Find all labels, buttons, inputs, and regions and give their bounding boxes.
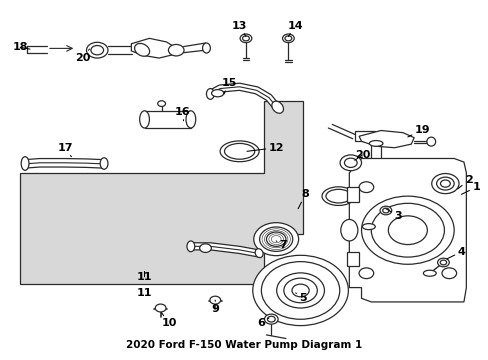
Circle shape <box>436 177 453 190</box>
Text: 13: 13 <box>231 21 247 37</box>
Bar <box>346 252 358 266</box>
Circle shape <box>168 44 183 56</box>
Circle shape <box>344 158 356 167</box>
Text: 11: 11 <box>137 288 152 298</box>
Text: 10: 10 <box>161 313 176 328</box>
Ellipse shape <box>340 220 357 241</box>
Text: 8: 8 <box>298 189 309 209</box>
Ellipse shape <box>423 270 435 276</box>
Text: 19: 19 <box>407 125 429 137</box>
Ellipse shape <box>140 111 149 128</box>
Ellipse shape <box>325 189 350 203</box>
Circle shape <box>283 278 317 303</box>
Circle shape <box>259 227 292 251</box>
Circle shape <box>252 255 347 325</box>
Ellipse shape <box>134 44 149 56</box>
Text: 16: 16 <box>174 107 190 121</box>
Circle shape <box>441 268 456 279</box>
Ellipse shape <box>224 143 254 159</box>
Circle shape <box>339 155 361 171</box>
Circle shape <box>379 206 391 215</box>
Circle shape <box>358 182 373 193</box>
Circle shape <box>91 45 103 55</box>
Ellipse shape <box>186 241 194 252</box>
Text: 17: 17 <box>57 143 73 157</box>
Text: 1: 1 <box>461 182 479 194</box>
Ellipse shape <box>185 111 195 128</box>
Ellipse shape <box>362 224 374 230</box>
Circle shape <box>431 174 458 194</box>
Ellipse shape <box>211 90 224 97</box>
Circle shape <box>240 34 251 42</box>
Circle shape <box>361 196 453 264</box>
Circle shape <box>276 273 324 308</box>
Circle shape <box>209 296 220 304</box>
Circle shape <box>440 180 449 187</box>
Circle shape <box>158 101 165 107</box>
Circle shape <box>291 284 308 297</box>
Circle shape <box>282 34 294 42</box>
Circle shape <box>441 182 456 193</box>
Polygon shape <box>131 39 176 58</box>
Circle shape <box>266 232 285 246</box>
Bar <box>346 187 358 202</box>
Text: 3: 3 <box>385 209 401 221</box>
Text: 11: 11 <box>137 271 152 282</box>
Text: 5: 5 <box>295 293 306 303</box>
Circle shape <box>370 203 444 257</box>
Ellipse shape <box>368 140 382 146</box>
Ellipse shape <box>206 89 214 99</box>
Ellipse shape <box>220 141 259 162</box>
Bar <box>354 131 374 141</box>
Circle shape <box>264 314 278 324</box>
Text: 9: 9 <box>211 300 219 314</box>
Circle shape <box>358 268 373 279</box>
Ellipse shape <box>271 101 283 113</box>
Text: 12: 12 <box>246 143 284 153</box>
Text: 14: 14 <box>287 21 303 37</box>
Circle shape <box>437 258 448 267</box>
Circle shape <box>199 244 211 252</box>
Ellipse shape <box>426 137 435 146</box>
Circle shape <box>253 223 298 256</box>
Circle shape <box>155 304 165 312</box>
Bar <box>144 111 190 128</box>
Circle shape <box>382 208 388 213</box>
Polygon shape <box>348 158 466 302</box>
Circle shape <box>242 36 249 41</box>
Text: 4: 4 <box>446 247 465 259</box>
Text: 20: 20 <box>75 49 90 63</box>
Text: 7: 7 <box>276 239 287 249</box>
Ellipse shape <box>21 157 29 170</box>
Text: 2: 2 <box>457 175 472 189</box>
Circle shape <box>387 216 427 244</box>
Ellipse shape <box>100 158 108 169</box>
Circle shape <box>86 42 108 58</box>
Ellipse shape <box>255 249 263 258</box>
Text: 15: 15 <box>221 78 236 94</box>
Polygon shape <box>358 131 413 148</box>
Polygon shape <box>20 101 303 284</box>
Text: 2020 Ford F-150 Water Pump Diagram 1: 2020 Ford F-150 Water Pump Diagram 1 <box>126 340 362 350</box>
Text: 18: 18 <box>12 42 30 52</box>
Ellipse shape <box>322 187 354 206</box>
Text: 20: 20 <box>354 150 369 160</box>
Text: 6: 6 <box>257 318 268 328</box>
Circle shape <box>261 262 339 319</box>
Circle shape <box>439 260 446 265</box>
Ellipse shape <box>202 43 210 53</box>
Circle shape <box>285 36 291 41</box>
Circle shape <box>267 316 275 322</box>
